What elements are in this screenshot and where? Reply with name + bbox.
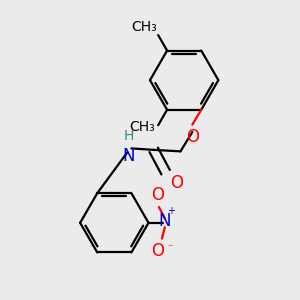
Text: N: N — [122, 147, 135, 165]
Text: O: O — [186, 128, 199, 146]
Text: O: O — [151, 242, 164, 260]
Text: CH₃: CH₃ — [130, 120, 155, 134]
Text: +: + — [167, 206, 175, 216]
Text: N: N — [159, 212, 171, 230]
Text: O: O — [151, 186, 164, 204]
Text: H: H — [123, 129, 134, 143]
Text: CH₃: CH₃ — [131, 20, 157, 34]
Text: ⁻: ⁻ — [167, 243, 173, 253]
Text: O: O — [170, 174, 183, 192]
